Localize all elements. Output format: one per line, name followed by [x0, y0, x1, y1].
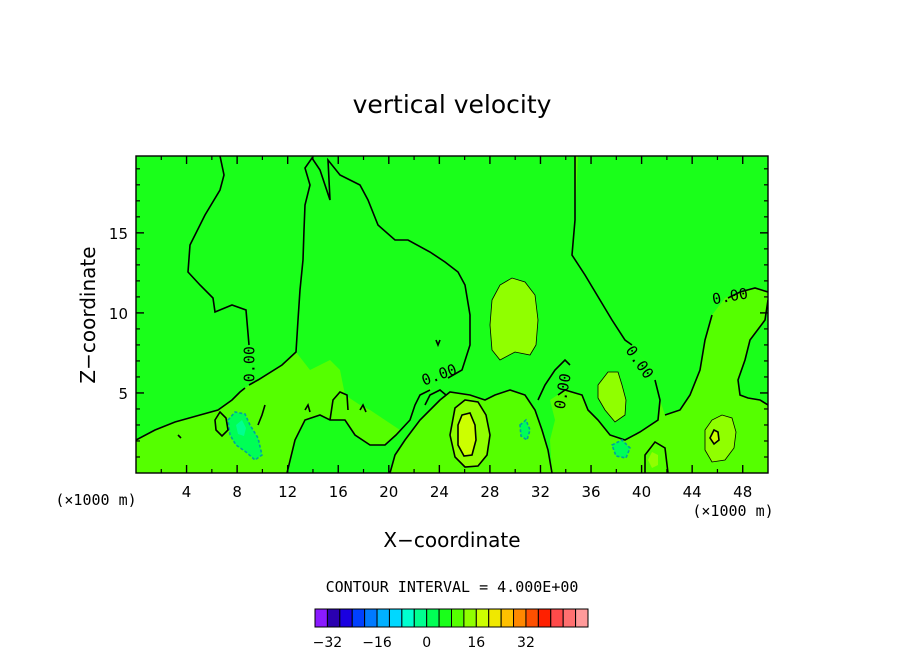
colorbar-swatch: [550, 608, 564, 628]
contour-interval-text: CONTOUR INTERVAL = 4.000E+00: [326, 578, 579, 596]
contour-line-neg-8: [227, 411, 263, 462]
colorbar-swatch: [463, 608, 477, 628]
contour-line-bottom-mid: [389, 389, 553, 473]
contour-line-far-right-lower: [664, 314, 713, 416]
contour-line-blob-38: [597, 371, 627, 423]
contour-line-neg-32: [519, 418, 531, 442]
contour-line-blob-26: [449, 399, 491, 468]
contour-field: [136, 156, 768, 473]
x-tick-label: 16: [329, 483, 348, 501]
x-tick-label: 24: [430, 483, 449, 501]
y-tick-label: 10: [109, 305, 128, 323]
colorbar-swatch: [537, 608, 552, 628]
x-tick-label: 40: [632, 483, 651, 501]
colorbar-swatch: [575, 608, 589, 628]
colorbar-swatch: [376, 608, 390, 628]
colorbar-swatch: [500, 608, 515, 628]
contour-line-left-lower: [248, 156, 471, 386]
contour-line-right-lower: [557, 379, 661, 441]
colorbar-swatch: [525, 608, 539, 628]
colorbar-tick-label: 0: [422, 635, 431, 651]
contour-line-far-right: [727, 287, 768, 299]
colorbar-tick-label: 16: [467, 635, 485, 651]
contour-label: 0.00: [711, 284, 750, 308]
contour-line-small-3: [304, 403, 311, 413]
contour-line-neg-38: [611, 439, 631, 459]
contour-line-bottom-left-2: [136, 387, 246, 441]
contour-line-small-2: [257, 404, 266, 426]
contour-region-right-zero: [572, 156, 768, 415]
contour-region-left-zero: [136, 156, 249, 440]
x-tick-label: 32: [531, 483, 550, 501]
contour-region-blob-41: [648, 452, 658, 468]
colorbar-tick-label: 32: [517, 635, 535, 651]
contour-line-small-1: [214, 410, 229, 438]
colorbar-swatch: [475, 608, 490, 628]
contour-line-blob-46-core: [709, 428, 720, 446]
x-tick-label: 48: [733, 483, 752, 501]
colorbar-swatch: [562, 608, 577, 628]
colorbar-tick-label: −16: [362, 635, 392, 651]
plot-frame: [135, 155, 769, 474]
contour-line-blob-41: [644, 440, 669, 473]
chart-title: vertical velocity: [353, 90, 552, 119]
colorbar: −32 −16 0 16 32: [313, 608, 589, 651]
contour-label: 0.00: [551, 372, 575, 411]
contour-line-blob-upper: [489, 277, 539, 361]
y-axis-label: Z−coordinate: [76, 246, 100, 383]
colorbar-swatch: [451, 608, 465, 628]
x-tick-label: 4: [182, 483, 192, 501]
contour-line-small-4: [359, 403, 367, 413]
colorbar-swatch: [438, 608, 453, 628]
y-tick-label: 15: [109, 225, 128, 243]
colorbar-swatch: [364, 608, 378, 628]
x-tick-label: 20: [379, 483, 398, 501]
contour-region-negative-8: [228, 412, 262, 460]
contour-region-upper-blob: [490, 278, 538, 360]
contour-region-blob-46: [705, 415, 736, 462]
y-tick-label: 5: [118, 385, 128, 403]
contour-region-negative-32: [520, 420, 530, 440]
contour-line-blob-46: [704, 414, 737, 463]
colorbar-swatch: [326, 608, 341, 628]
x-axis-ticks: 4 8 12 16 20 24 28 32 36 40 44 48: [160, 156, 752, 501]
contour-line-small-6: [435, 339, 441, 348]
contour-region-central-zero: [296, 158, 470, 430]
colorbar-swatch: [351, 608, 366, 628]
x-axis-label: X−coordinate: [383, 528, 520, 552]
x-tick-label: 8: [232, 483, 242, 501]
x-unit-left: (×1000 m): [55, 491, 136, 509]
contour-line-small-5: [177, 434, 182, 439]
colorbar-tick-label: −32: [313, 635, 343, 651]
x-tick-label: 28: [480, 483, 499, 501]
colorbar-swatch: [339, 608, 353, 628]
contour-line-spike-34: [537, 358, 571, 401]
colorbar-swatch: [426, 608, 440, 628]
colorbar-swatch: [488, 608, 502, 628]
x-tick-label: 12: [278, 483, 297, 501]
contour-line-right: [571, 156, 633, 346]
contour-region-blob-26-core: [458, 413, 476, 456]
contour-label: 0.00: [240, 346, 258, 382]
contour-region-negative-8-core: [236, 420, 246, 436]
contour-line-bottom-left: [286, 389, 431, 473]
x-unit-right: (×1000 m): [692, 502, 773, 520]
contour-lines: [136, 156, 768, 473]
y-axis-ticks: 5 10 15: [109, 168, 768, 458]
colorbar-swatch: [513, 608, 527, 628]
contour-line-spike-16: [329, 391, 349, 421]
contour-line-blob-26-core: [457, 412, 477, 457]
contour-line-spike-24: [424, 389, 447, 406]
contour-line-right-edge: [737, 299, 768, 406]
x-tick-label: 36: [581, 483, 600, 501]
x-tick-label: 44: [683, 483, 702, 501]
contour-line-left: [187, 156, 250, 346]
colorbar-swatch: [388, 608, 403, 628]
colorbar-swatch: [401, 608, 415, 628]
colorbar-swatch: [413, 608, 428, 628]
colorbar-swatch: [314, 608, 328, 628]
